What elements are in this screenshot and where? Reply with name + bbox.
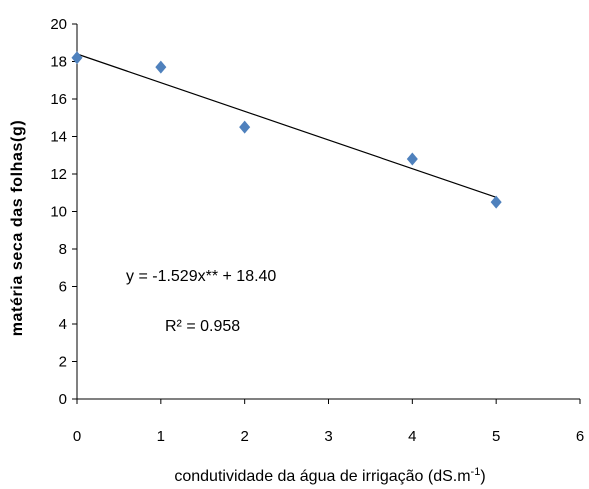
trend-line bbox=[76, 53, 497, 198]
x-tick-label: 2 bbox=[240, 428, 248, 445]
y-tick-label: 0 bbox=[59, 391, 67, 408]
y-tick-label: 4 bbox=[59, 316, 67, 333]
r-squared-annotation: R² = 0.958 bbox=[165, 318, 240, 335]
data-points bbox=[71, 51, 502, 209]
y-tick-label: 20 bbox=[50, 16, 67, 33]
y-axis-label: matéria seca das folhas(g) bbox=[9, 120, 26, 337]
y-tick-label: 16 bbox=[50, 91, 67, 108]
x-axis-label-superscript: -1 bbox=[471, 466, 481, 478]
x-axis-label: condutividade da água de irrigação (dS.m… bbox=[174, 466, 485, 485]
data-point-marker bbox=[155, 60, 167, 74]
x-tick-label: 5 bbox=[492, 428, 500, 445]
y-tick-label: 12 bbox=[50, 166, 67, 183]
x-axis-label-main: condutividade da água de irrigação (dS.m bbox=[174, 468, 470, 485]
x-tick-label: 0 bbox=[73, 428, 81, 445]
y-ticks: 0 2 4 6 8 10 12 14 16 18 20 bbox=[50, 16, 77, 408]
data-point-marker bbox=[490, 195, 502, 209]
x-axis-label-close: ) bbox=[480, 468, 485, 485]
x-ticks: 0 1 2 3 4 5 6 bbox=[73, 399, 584, 445]
x-tick-label: 3 bbox=[324, 428, 332, 445]
data-point-marker bbox=[239, 120, 251, 134]
equation-annotation: y = -1.529x** + 18.40 bbox=[126, 268, 276, 285]
x-tick-label: 6 bbox=[576, 428, 584, 445]
y-tick-label: 10 bbox=[50, 204, 67, 221]
y-tick-label: 14 bbox=[50, 129, 67, 146]
y-tick-label: 6 bbox=[59, 279, 67, 296]
y-tick-label: 8 bbox=[59, 241, 67, 258]
x-tick-label: 1 bbox=[157, 428, 165, 445]
y-tick-label: 2 bbox=[59, 354, 67, 371]
x-tick-label: 4 bbox=[408, 428, 416, 445]
y-tick-label: 18 bbox=[50, 54, 67, 71]
data-point-marker bbox=[406, 152, 418, 166]
data-point-marker bbox=[71, 51, 83, 65]
